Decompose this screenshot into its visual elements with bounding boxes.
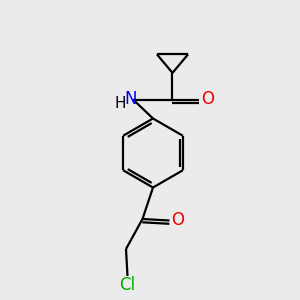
Text: O: O — [201, 90, 214, 108]
Text: Cl: Cl — [119, 276, 136, 294]
Text: N: N — [125, 90, 137, 108]
Text: H: H — [115, 96, 126, 111]
Text: O: O — [171, 211, 184, 229]
